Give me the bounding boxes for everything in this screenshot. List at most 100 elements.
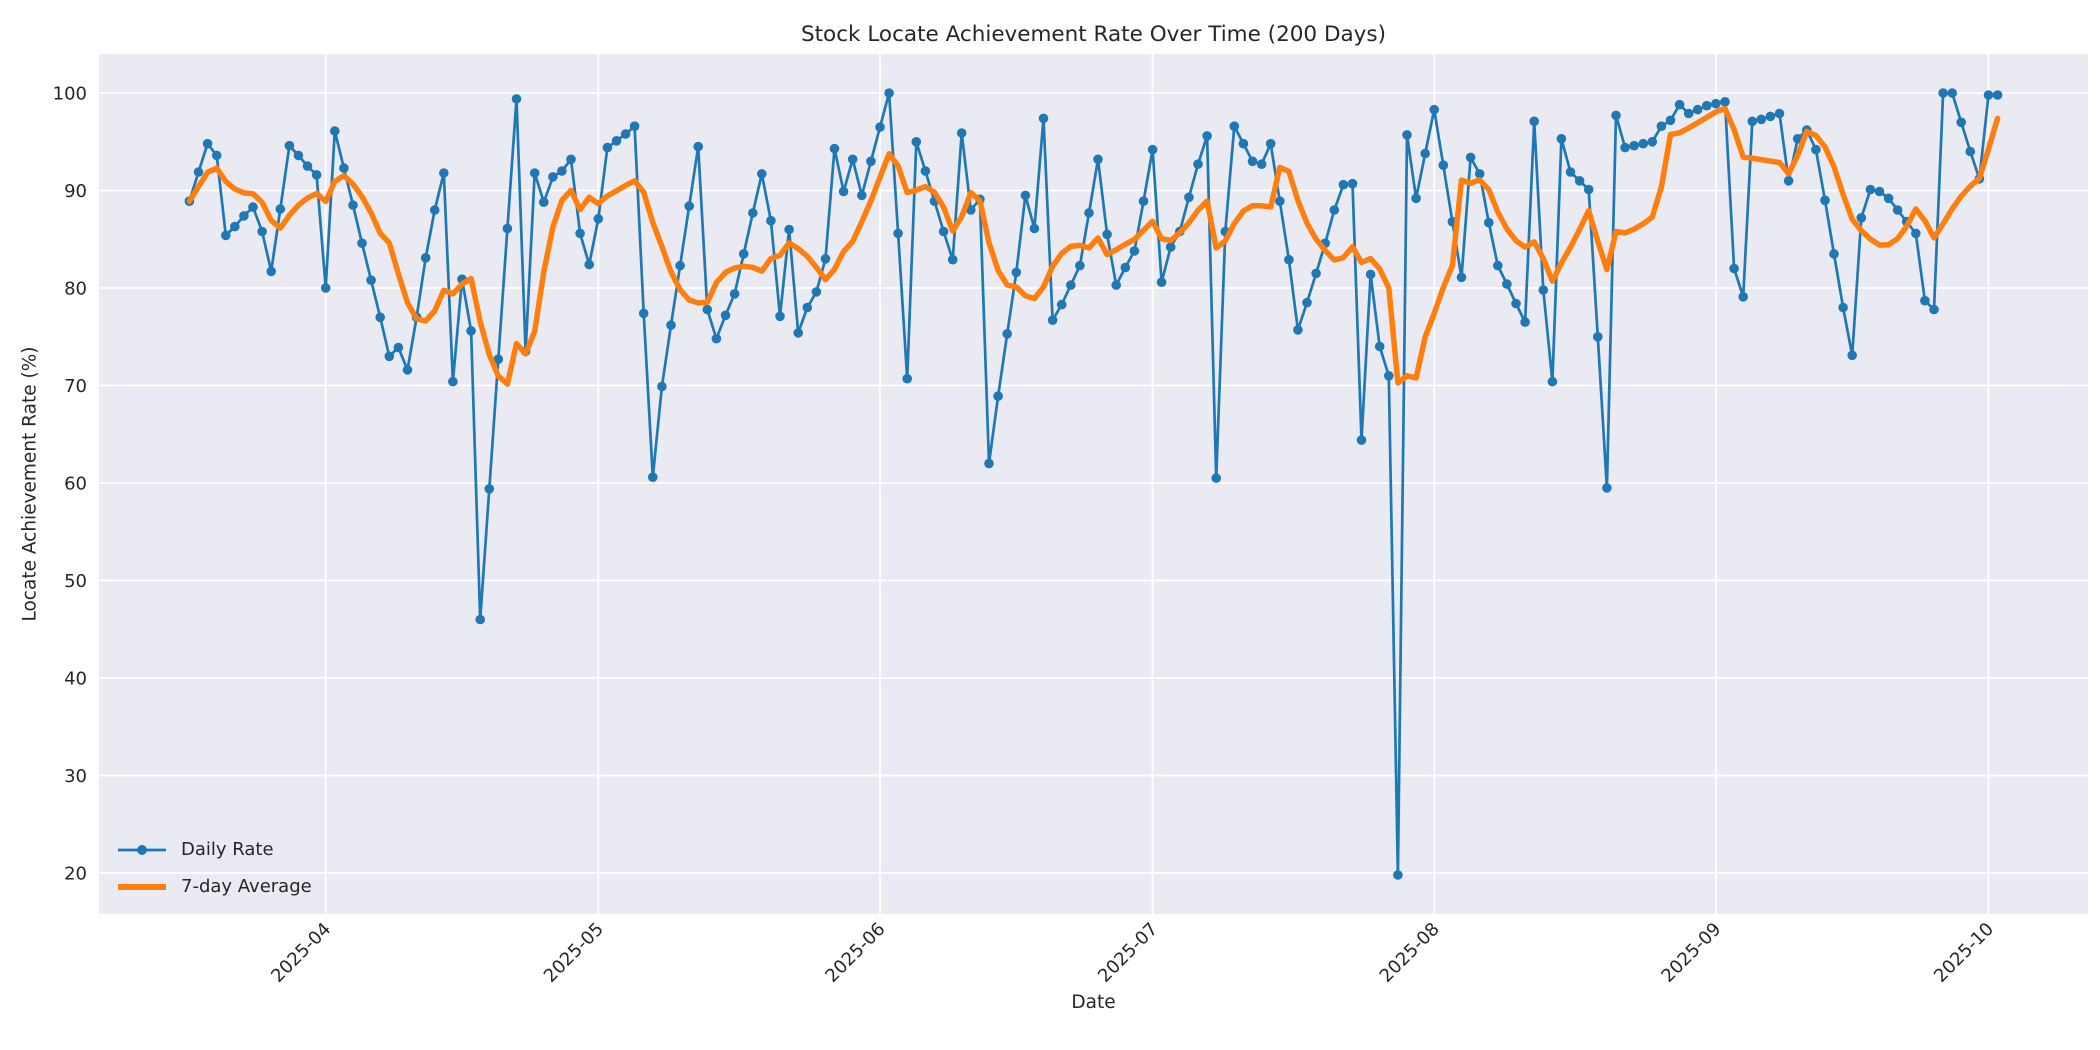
- daily-rate-point: [1002, 329, 1012, 339]
- daily-rate-point: [766, 215, 776, 226]
- legend-item-7day-average: 7-day Average: [117, 873, 312, 901]
- daily-rate-point: [1792, 134, 1803, 144]
- daily-rate-point: [1747, 116, 1758, 127]
- daily-rate-point: [838, 186, 849, 197]
- daily-rate-point: [266, 266, 277, 277]
- daily-rate-point: [557, 166, 567, 176]
- y-tick-label: 100: [53, 84, 87, 105]
- daily-rate-point: [1211, 473, 1221, 483]
- daily-rate-point: [330, 126, 340, 136]
- daily-rate-point: [657, 381, 667, 392]
- daily-rate-point: [1765, 111, 1776, 122]
- daily-rate-point: [1983, 90, 1994, 100]
- daily-rate-point: [1384, 371, 1394, 381]
- daily-rate-point: [1075, 260, 1085, 271]
- daily-rate-point: [1929, 304, 1939, 315]
- daily-rate-point: [847, 154, 858, 165]
- daily-rate-point: [1338, 179, 1349, 190]
- daily-rate-point: [1529, 116, 1539, 127]
- daily-rate-point: [1393, 870, 1403, 880]
- daily-rate-point: [1883, 193, 1894, 204]
- daily-rate-point: [1456, 272, 1467, 283]
- daily-rate-point: [230, 221, 240, 232]
- daily-rate-point: [375, 312, 386, 323]
- daily-rate-point: [584, 259, 594, 270]
- daily-rate-point: [1156, 277, 1167, 288]
- daily-rate-point: [1583, 184, 1594, 195]
- daily-rate-point: [1647, 137, 1658, 147]
- daily-rate-point: [1493, 260, 1503, 271]
- daily-rate-point: [1547, 376, 1558, 387]
- daily-rate-point: [1229, 121, 1240, 131]
- daily-rate-point: [511, 94, 522, 104]
- daily-rate-point: [1429, 104, 1439, 115]
- daily-rate-point: [857, 190, 867, 201]
- daily-rate-point: [193, 167, 204, 177]
- daily-rate-point: [1538, 285, 1549, 295]
- daily-rate-point: [366, 275, 376, 286]
- daily-rate-point: [484, 484, 495, 494]
- daily-rate-point: [893, 228, 903, 239]
- daily-rate-point: [1247, 156, 1258, 167]
- daily-rate-point: [1084, 208, 1094, 218]
- seven-day-average-line: [186, 105, 2001, 387]
- daily-rate-point: [866, 156, 876, 167]
- daily-rate-point: [1129, 246, 1140, 256]
- legend: Daily Rate 7-day Average: [117, 836, 312, 901]
- daily-rate-point: [1120, 262, 1131, 273]
- daily-rate-point: [384, 351, 395, 362]
- daily-rate-point: [1193, 159, 1203, 169]
- daily-rate-point: [1829, 249, 1839, 259]
- daily-rate-point: [475, 614, 486, 625]
- daily-rate-point: [993, 391, 1003, 402]
- daily-rate-point: [1302, 297, 1312, 308]
- daily-rate-point: [920, 166, 931, 176]
- daily-rate-point: [1202, 131, 1212, 141]
- daily-rate-point: [1420, 148, 1430, 159]
- daily-rate-point: [1238, 138, 1249, 149]
- x-tick-label: 2025-09: [1657, 919, 1725, 987]
- daily-rate-point: [693, 141, 703, 152]
- y-tick-label: 70: [64, 376, 87, 397]
- daily-rate-point: [1284, 254, 1294, 265]
- daily-rate-point: [311, 170, 322, 180]
- daily-rate-point: [466, 326, 476, 336]
- daily-rate-point: [784, 224, 794, 235]
- daily-rate-point: [1683, 108, 1694, 119]
- daily-rate-point: [1665, 115, 1676, 126]
- daily-rate-point: [1184, 192, 1194, 203]
- daily-rate-point: [1347, 178, 1358, 189]
- daily-rate-point: [1484, 217, 1494, 228]
- daily-rate-point: [1256, 159, 1267, 169]
- daily-rate-point: [239, 211, 249, 221]
- daily-rate-point: [1620, 142, 1630, 153]
- daily-rate-point: [629, 121, 640, 131]
- daily-rate-point: [738, 249, 749, 259]
- seven-day-average-swatch-icon: [118, 884, 166, 890]
- daily-rate-point: [702, 304, 713, 315]
- daily-rate-point: [502, 223, 513, 234]
- daily-rate-point: [1820, 195, 1830, 206]
- daily-rate-point: [1311, 268, 1321, 279]
- daily-rate-point: [493, 354, 504, 365]
- daily-rate-point: [1165, 242, 1176, 252]
- daily-rate-point: [1947, 88, 1957, 98]
- daily-rate-point: [248, 202, 258, 212]
- daily-rate-point: [1402, 130, 1412, 140]
- daily-rate-point: [1720, 97, 1730, 107]
- daily-rate-point: [1093, 154, 1103, 165]
- daily-rate-point: [1365, 269, 1376, 280]
- daily-rate-point: [1011, 267, 1022, 278]
- daily-rate-point: [1593, 332, 1603, 342]
- daily-rate-point: [1411, 193, 1421, 204]
- daily-rate-point: [729, 289, 740, 299]
- daily-rate-point: [293, 150, 304, 161]
- daily-rate-point: [1356, 435, 1367, 445]
- daily-rate-point: [1293, 325, 1303, 335]
- daily-rate-swatch-icon: [118, 845, 166, 855]
- daily-rate-point: [1038, 113, 1049, 124]
- daily-rate-point: [348, 200, 358, 210]
- daily-rate-point: [1265, 138, 1276, 149]
- daily-rate-point: [1774, 108, 1785, 119]
- daily-rate-point: [820, 253, 831, 264]
